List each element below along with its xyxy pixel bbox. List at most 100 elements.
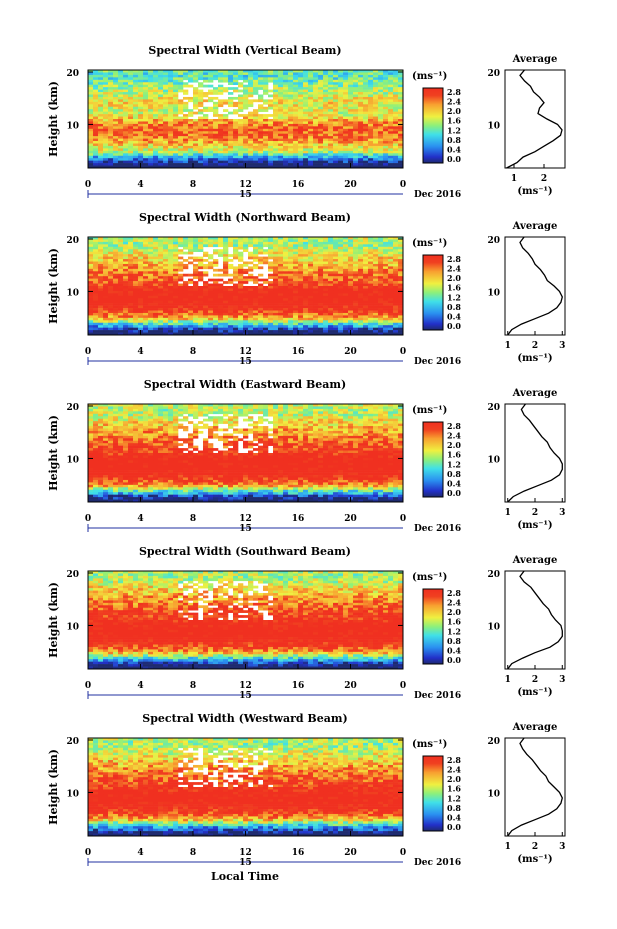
heatmap-cell: [163, 82, 169, 85]
heatmap-cell: [388, 325, 394, 328]
heatmap-cell: [298, 74, 304, 78]
heatmap-cell: [333, 104, 339, 108]
heatmap-cell: [353, 288, 359, 292]
heatmap-cell: [393, 325, 399, 328]
heatmap-cell: [358, 295, 364, 299]
heatmap-cell: [233, 143, 239, 147]
heatmap-cell: [98, 241, 104, 245]
heatmap-cell: [343, 317, 349, 321]
heatmap-cell: [218, 278, 224, 282]
heatmap-cell: [263, 330, 269, 333]
heatmap-cell: [88, 308, 94, 311]
heatmap-cell: [378, 312, 384, 316]
heatmap-cell: [333, 89, 339, 93]
heatmap-cell: [93, 121, 99, 125]
heatmap-cell: [338, 126, 344, 130]
heatmap-cell: [128, 82, 134, 85]
heatmap-cell: [343, 165, 349, 169]
heatmap-cell: [243, 320, 249, 324]
heatmap-cell: [263, 278, 269, 282]
heatmap-cell: [108, 246, 114, 250]
heatmap-cell: [133, 308, 139, 311]
heatmap-cell: [213, 101, 219, 105]
heatmap-cell: [353, 116, 359, 120]
heatmap-cell: [178, 87, 184, 90]
heatmap-cell: [98, 271, 104, 275]
heatmap-cell: [188, 84, 194, 88]
heatmap-cell: [183, 312, 189, 316]
heatmap-cell: [363, 251, 369, 255]
colorbar: [422, 87, 444, 164]
heatmap-cell: [243, 271, 249, 275]
heatmap-cell: [343, 293, 349, 297]
heatmap-cell: [218, 138, 224, 142]
heatmap-cell: [298, 330, 304, 333]
heatmap-cell: [283, 317, 289, 321]
heatmap-cell: [158, 79, 164, 83]
heatmap-cell: [308, 114, 314, 117]
heatmap-cell: [353, 121, 359, 125]
heatmap-cell: [158, 237, 164, 240]
heatmap-cell: [183, 128, 189, 132]
heatmap-cell: [153, 322, 159, 326]
heatmap-cell: [108, 84, 114, 88]
heatmap-cell: [378, 150, 384, 154]
heatmap-cell: [213, 92, 219, 95]
heatmap-cell: [308, 310, 314, 314]
heatmap-cell: [143, 404, 149, 407]
heatmap-cell: [323, 273, 329, 277]
heatmap-cell: [358, 133, 364, 137]
heatmap-cell: [233, 128, 239, 132]
heatmap-cell: [133, 101, 139, 105]
heatmap-cell: [313, 145, 319, 149]
heatmap-cell: [173, 300, 179, 304]
heatmap-cell: [188, 322, 194, 326]
heatmap-cell: [388, 239, 394, 243]
heatmap-cell: [378, 87, 384, 90]
heatmap-cell: [268, 241, 274, 245]
heatmap-cell: [378, 261, 384, 265]
heatmap-cell: [153, 293, 159, 297]
heatmap-cell: [273, 271, 279, 275]
heatmap-cell: [258, 104, 264, 108]
heatmap-cell: [308, 288, 314, 292]
heatmap-cell: [398, 261, 404, 265]
heatmap-cell: [223, 121, 229, 125]
heatmap-cell: [178, 72, 184, 76]
heatmap-cell: [133, 322, 139, 326]
heatmap-cell: [298, 256, 304, 260]
heatmap-cell: [303, 276, 309, 279]
heatmap-cell: [88, 320, 94, 324]
heatmap-cell: [363, 239, 369, 243]
heatmap-cell: [158, 288, 164, 292]
heatmap-cell: [378, 143, 384, 147]
heatmap-cell: [198, 82, 204, 85]
heatmap-cell: [183, 320, 189, 324]
heatmap-cell: [273, 281, 279, 284]
heatmap-cell: [233, 119, 239, 122]
heatmap-cell: [363, 308, 369, 311]
heatmap-cell: [308, 303, 314, 306]
heatmap-cell: [193, 145, 199, 149]
heatmap-cell: [298, 310, 304, 314]
heatmap-cell: [323, 153, 329, 157]
heatmap-cell: [133, 109, 139, 112]
heatmap-cell: [253, 148, 259, 152]
heatmap-cell: [238, 131, 244, 134]
heatmap-cell: [108, 276, 114, 279]
heatmap-cell: [383, 332, 389, 336]
heatmap-cell: [113, 332, 119, 336]
heatmap-cell: [133, 155, 139, 159]
profile-frame: [504, 69, 566, 169]
heatmap-cell: [393, 312, 399, 316]
heatmap-cell: [353, 276, 359, 279]
date-label: Dec 2016: [414, 357, 461, 367]
heatmap-cell: [378, 72, 384, 76]
heatmap-cell: [368, 246, 374, 250]
heatmap-cell: [333, 82, 339, 85]
heatmap-cell: [353, 241, 359, 245]
heatmap-cell: [183, 133, 189, 137]
heatmap-cell: [103, 104, 109, 108]
heatmap-cell: [383, 106, 389, 110]
heatmap-cell: [368, 315, 374, 319]
